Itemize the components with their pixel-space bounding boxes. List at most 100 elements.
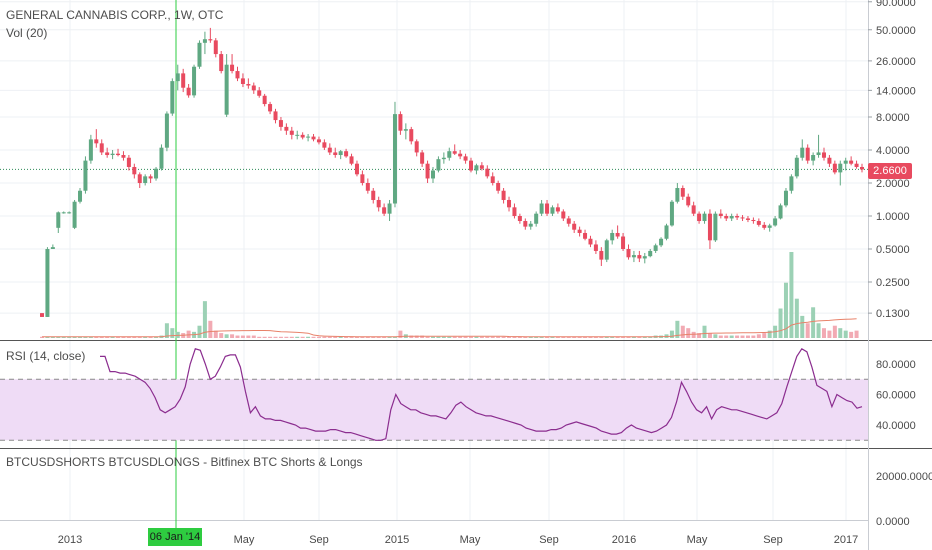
volume-bar bbox=[621, 336, 626, 338]
candle bbox=[338, 150, 343, 160]
candle-body bbox=[496, 183, 501, 191]
candle-body bbox=[235, 71, 240, 79]
volume-bar bbox=[778, 308, 783, 338]
candle bbox=[718, 209, 723, 219]
candle-body bbox=[126, 157, 131, 167]
volume-legend[interactable]: Vol (20) bbox=[6, 26, 48, 40]
candle bbox=[599, 247, 604, 266]
candle bbox=[382, 203, 387, 216]
candle-body bbox=[599, 250, 604, 260]
time-axis-label: Sep bbox=[539, 534, 559, 546]
candle bbox=[202, 31, 207, 55]
btc-shorts-longs-legend[interactable]: BTCUSDSHORTS BTCUSDLONGS - Bitfinex BTC … bbox=[6, 455, 363, 469]
volume-bar bbox=[213, 330, 218, 338]
volume-bar bbox=[517, 336, 522, 338]
candle bbox=[208, 27, 213, 43]
candle-body bbox=[436, 159, 441, 171]
candle-body bbox=[762, 224, 767, 228]
volume-bar bbox=[306, 336, 311, 338]
candle-body bbox=[485, 168, 490, 177]
candle-body bbox=[767, 225, 772, 228]
price-axis-label: 1.0000 bbox=[876, 211, 910, 223]
volume-bar bbox=[278, 336, 283, 338]
candle-body bbox=[572, 223, 577, 230]
volume-bar bbox=[751, 335, 756, 338]
candle bbox=[333, 147, 338, 158]
candle bbox=[365, 178, 370, 194]
candle-body bbox=[452, 151, 457, 154]
volume-bar bbox=[697, 333, 702, 338]
volume-bar bbox=[501, 336, 506, 338]
time-axis-label: Sep bbox=[763, 534, 783, 546]
candle bbox=[501, 188, 506, 204]
candle bbox=[490, 172, 495, 186]
volume-bar bbox=[219, 333, 224, 338]
volume-bar bbox=[479, 336, 484, 338]
symbol-title[interactable]: GENERAL CANNABIS CORP., 1W, OTC bbox=[6, 8, 224, 22]
candle bbox=[116, 148, 121, 157]
candle-body bbox=[849, 160, 854, 164]
candle bbox=[707, 209, 712, 249]
candle bbox=[479, 162, 484, 171]
btc-axis-label: 20000.0000 bbox=[876, 471, 932, 483]
volume-bar bbox=[648, 336, 653, 338]
volume-bar bbox=[50, 336, 55, 338]
rsi-band bbox=[0, 379, 868, 441]
candle bbox=[593, 240, 598, 255]
volume-bar bbox=[800, 315, 805, 338]
candle bbox=[832, 160, 837, 175]
candle bbox=[740, 215, 745, 222]
candle-body bbox=[469, 160, 474, 171]
volume-bar bbox=[512, 336, 517, 338]
candle bbox=[409, 126, 414, 145]
volume-bar bbox=[88, 336, 93, 338]
candle-body bbox=[83, 160, 88, 191]
volume-bar bbox=[593, 336, 598, 338]
candle bbox=[45, 247, 50, 317]
candle-body bbox=[311, 136, 316, 140]
candle bbox=[154, 166, 159, 181]
candle bbox=[344, 148, 349, 158]
candle-body bbox=[246, 84, 251, 86]
candle-body bbox=[648, 250, 653, 257]
candle-body bbox=[724, 216, 729, 219]
candle-body bbox=[349, 156, 354, 164]
candle-body bbox=[669, 201, 674, 226]
volume-bar bbox=[436, 336, 441, 338]
candle-body bbox=[354, 163, 359, 175]
time-axis-label: May bbox=[460, 534, 481, 546]
candle-body bbox=[88, 139, 93, 161]
candle-body bbox=[827, 157, 832, 164]
volume-bar bbox=[534, 336, 539, 338]
candle bbox=[181, 68, 186, 93]
candle bbox=[751, 217, 756, 224]
volume-bar bbox=[523, 336, 528, 338]
volume-bar bbox=[376, 336, 381, 338]
candle bbox=[631, 250, 636, 263]
candle-body bbox=[653, 245, 658, 251]
candle-body bbox=[718, 213, 723, 216]
candle-body bbox=[67, 212, 72, 214]
rsi-legend[interactable]: RSI (14, close) bbox=[6, 349, 86, 363]
candle bbox=[278, 117, 283, 131]
candle bbox=[327, 143, 332, 156]
candle-body bbox=[398, 114, 403, 131]
candle bbox=[447, 147, 452, 161]
candle-body bbox=[186, 87, 191, 96]
volume-bar bbox=[441, 336, 446, 338]
candle bbox=[528, 221, 533, 230]
candle-body bbox=[213, 40, 218, 55]
volume-bar bbox=[680, 325, 685, 338]
candle bbox=[555, 203, 560, 214]
candle bbox=[762, 222, 767, 230]
volume-bar bbox=[262, 336, 267, 338]
candle-body bbox=[697, 213, 702, 222]
volume-bar bbox=[322, 336, 327, 338]
candle bbox=[843, 157, 848, 171]
candle bbox=[311, 133, 316, 142]
time-axis-label: May bbox=[687, 534, 708, 546]
volume-bar bbox=[528, 336, 533, 338]
rsi-axis-label: 80.0000 bbox=[876, 359, 916, 371]
